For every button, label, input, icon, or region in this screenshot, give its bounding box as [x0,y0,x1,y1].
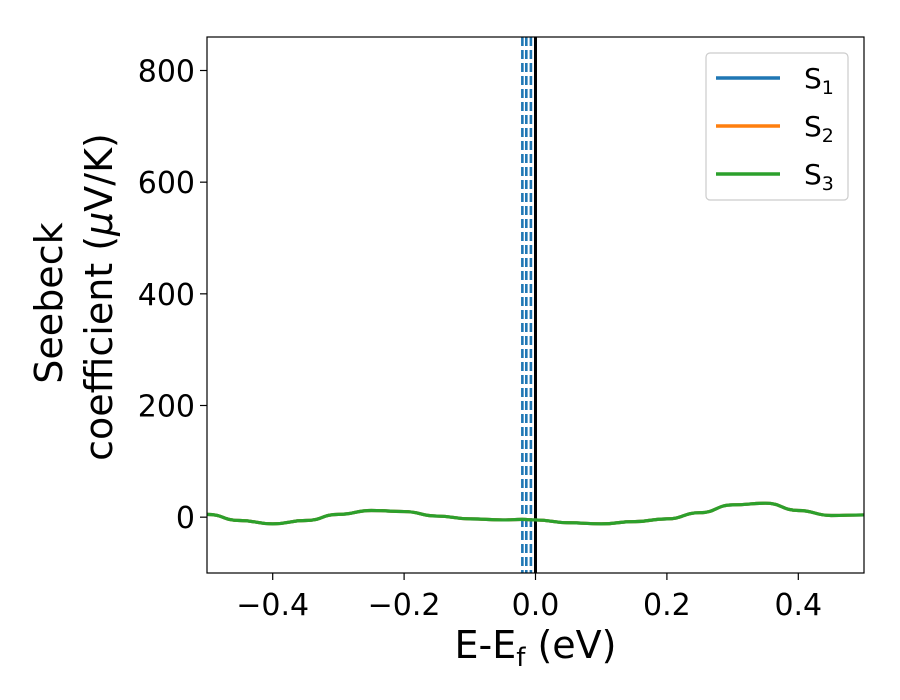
y-tick-label: 400 [138,278,195,313]
legend-label-S1: S1 [804,62,834,99]
y-tick-label: 0 [176,501,195,536]
y-axis-ticks: 0 200 400 600 800 [138,55,207,536]
legend-label-S2: S2 [804,110,834,147]
x-tick-label: 0.2 [643,588,691,623]
y-tick-label: 800 [138,55,195,90]
x-tick-label: −0.4 [236,588,309,623]
vertical-lines [521,37,537,573]
legend-label-S3: S3 [804,158,834,195]
x-axis-ticks: −0.4 −0.2 0.0 0.2 0.4 [236,573,822,623]
x-tick-label: 0.0 [512,588,560,623]
series-lines [206,501,865,526]
x-tick-label: −0.2 [368,588,441,623]
y-axis-title: Seebeck coefficient (μV/K) [27,133,121,461]
y-tick-label: 600 [138,166,195,201]
series-line-S3 [206,501,865,526]
x-tick-label: 0.4 [774,588,822,623]
y-tick-label: 200 [138,390,195,425]
legend: S1 S2 S3 [705,52,849,201]
x-axis-title: E-Ef (eV) [455,623,617,673]
